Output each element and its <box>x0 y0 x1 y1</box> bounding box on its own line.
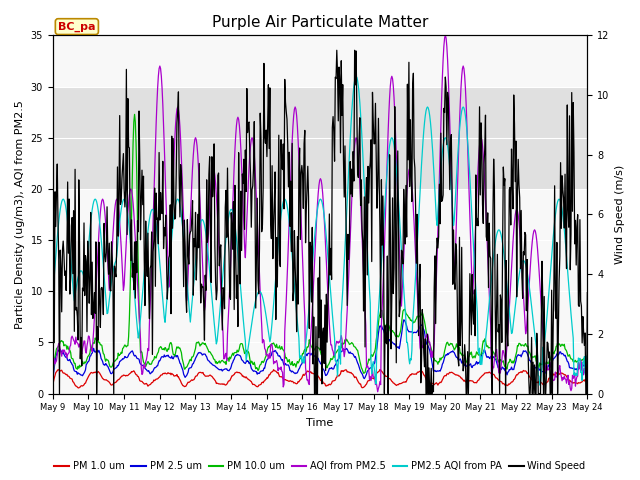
Y-axis label: Particle Density (ug/m3), AQI from PM2.5: Particle Density (ug/m3), AQI from PM2.5 <box>15 100 25 329</box>
Y-axis label: Wind Speed (m/s): Wind Speed (m/s) <box>615 165 625 264</box>
Legend: PM 1.0 um, PM 2.5 um, PM 10.0 um, AQI from PM2.5, PM2.5 AQI from PA, Wind Speed: PM 1.0 um, PM 2.5 um, PM 10.0 um, AQI fr… <box>51 457 589 475</box>
Title: Purple Air Particulate Matter: Purple Air Particulate Matter <box>212 15 428 30</box>
Bar <box>52 86 588 189</box>
Text: BC_pa: BC_pa <box>58 22 95 32</box>
X-axis label: Time: Time <box>307 418 333 428</box>
